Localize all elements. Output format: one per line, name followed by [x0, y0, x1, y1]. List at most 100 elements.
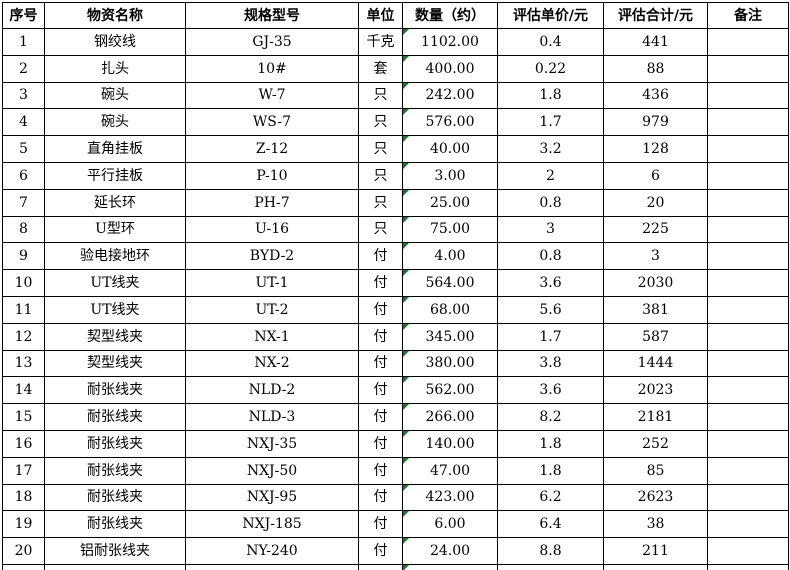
- header-cell-seq[interactable]: 序号: [2, 2, 45, 29]
- cell-model[interactable]: NLD-3: [185, 403, 359, 431]
- cell-unit[interactable]: 只: [358, 135, 403, 163]
- cell-qty[interactable]: 47.00: [402, 456, 498, 485]
- cell-seq[interactable]: 3: [2, 81, 45, 110]
- cell-name[interactable]: [44, 563, 186, 570]
- cell-price[interactable]: 6.2: [497, 483, 604, 512]
- cell-model[interactable]: Z-12: [185, 135, 359, 163]
- cell-unit[interactable]: 只: [358, 188, 403, 217]
- cell-price[interactable]: 1.8: [497, 456, 604, 485]
- cell-unit[interactable]: 付: [358, 456, 403, 485]
- cell-price[interactable]: 1.8: [497, 81, 604, 110]
- cell-note[interactable]: [707, 376, 789, 405]
- cell-total[interactable]: 88: [603, 54, 708, 83]
- cell-seq[interactable]: 17: [2, 456, 45, 485]
- cell-qty[interactable]: 6.00: [402, 510, 498, 539]
- header-cell-qty[interactable]: 数量（约）: [402, 2, 498, 29]
- cell-qty[interactable]: 3.00: [402, 161, 498, 190]
- cell-price[interactable]: 8.2: [497, 403, 604, 431]
- cell-unit[interactable]: 付: [358, 429, 403, 458]
- cell-name[interactable]: 耐张线夹: [44, 456, 186, 485]
- cell-name[interactable]: 耐张线夹: [44, 510, 186, 539]
- cell-total[interactable]: 20: [603, 188, 708, 217]
- cell-model[interactable]: W-7: [185, 81, 359, 110]
- cell-note[interactable]: [707, 537, 789, 565]
- cell-price[interactable]: 0.4: [497, 28, 604, 56]
- cell-price[interactable]: 3.6: [497, 376, 604, 405]
- cell-note[interactable]: [707, 161, 789, 190]
- cell-note[interactable]: [707, 349, 789, 378]
- cell-note[interactable]: [707, 135, 789, 163]
- cell-name[interactable]: 耐张线夹: [44, 376, 186, 405]
- cell-model[interactable]: NLD-2: [185, 376, 359, 405]
- cell-unit[interactable]: 付: [358, 295, 403, 324]
- cell-name[interactable]: UT线夹: [44, 295, 186, 324]
- cell-qty[interactable]: 564.00: [402, 269, 498, 297]
- cell-name[interactable]: 扎头: [44, 54, 186, 83]
- cell-price[interactable]: 0.22: [497, 54, 604, 83]
- cell-total[interactable]: 85: [603, 456, 708, 485]
- cell-total[interactable]: 381: [603, 295, 708, 324]
- cell-model[interactable]: PH-7: [185, 188, 359, 217]
- cell-unit[interactable]: 付: [358, 242, 403, 271]
- cell-total[interactable]: 979: [603, 108, 708, 137]
- cell-note[interactable]: [707, 215, 789, 244]
- cell-name[interactable]: 耐张线夹: [44, 483, 186, 512]
- cell-total[interactable]: 128: [603, 135, 708, 163]
- cell-model[interactable]: P-10: [185, 161, 359, 190]
- cell-note[interactable]: [707, 242, 789, 271]
- cell-price[interactable]: 3.2: [497, 135, 604, 163]
- cell-note[interactable]: [707, 510, 789, 539]
- cell-seq[interactable]: 15: [2, 403, 45, 431]
- header-cell-name[interactable]: 物资名称: [44, 2, 186, 29]
- cell-name[interactable]: 碗头: [44, 108, 186, 137]
- cell-model[interactable]: NXJ-95: [185, 483, 359, 512]
- cell-model[interactable]: 10#: [185, 54, 359, 83]
- cell-price[interactable]: 2: [497, 161, 604, 190]
- cell-model[interactable]: NX-2: [185, 349, 359, 378]
- cell-unit[interactable]: 付: [358, 403, 403, 431]
- cell-price[interactable]: 3.8: [497, 349, 604, 378]
- cell-model[interactable]: NXJ-50: [185, 456, 359, 485]
- cell-qty[interactable]: 423.00: [402, 483, 498, 512]
- cell-seq[interactable]: 20: [2, 537, 45, 565]
- cell-name[interactable]: 验电接地环: [44, 242, 186, 271]
- cell-note[interactable]: [707, 563, 789, 570]
- cell-model[interactable]: GJ-35: [185, 28, 359, 56]
- cell-model[interactable]: NX-1: [185, 322, 359, 351]
- cell-seq[interactable]: 2: [2, 54, 45, 83]
- cell-price[interactable]: 3: [497, 215, 604, 244]
- cell-note[interactable]: [707, 429, 789, 458]
- cell-price[interactable]: 6.4: [497, 510, 604, 539]
- cell-seq[interactable]: 11: [2, 295, 45, 324]
- cell-total[interactable]: 2623: [603, 483, 708, 512]
- cell-note[interactable]: [707, 403, 789, 431]
- cell-total[interactable]: 1444: [603, 349, 708, 378]
- cell-unit[interactable]: 套: [358, 54, 403, 83]
- cell-seq[interactable]: 14: [2, 376, 45, 405]
- cell-price[interactable]: 1.8: [497, 429, 604, 458]
- cell-qty[interactable]: 380.00: [402, 349, 498, 378]
- cell-qty[interactable]: 25.00: [402, 188, 498, 217]
- cell-qty[interactable]: 68.00: [402, 295, 498, 324]
- cell-model[interactable]: BYD-2: [185, 242, 359, 271]
- cell-name[interactable]: 契型线夹: [44, 349, 186, 378]
- cell-name[interactable]: 直角挂板: [44, 135, 186, 163]
- cell-unit[interactable]: 只: [358, 215, 403, 244]
- cell-price[interactable]: 1.7: [497, 322, 604, 351]
- header-cell-unit[interactable]: 单位: [358, 2, 403, 29]
- cell-qty[interactable]: [402, 563, 498, 570]
- cell-note[interactable]: [707, 28, 789, 56]
- cell-total[interactable]: 587: [603, 322, 708, 351]
- cell-unit[interactable]: 只: [358, 161, 403, 190]
- cell-qty[interactable]: 40.00: [402, 135, 498, 163]
- cell-seq[interactable]: 5: [2, 135, 45, 163]
- cell-name[interactable]: U型环: [44, 215, 186, 244]
- header-cell-price[interactable]: 评估单价/元: [497, 2, 604, 29]
- cell-price[interactable]: 8.8: [497, 537, 604, 565]
- cell-seq[interactable]: 9: [2, 242, 45, 271]
- cell-note[interactable]: [707, 108, 789, 137]
- cell-name[interactable]: 耐张线夹: [44, 429, 186, 458]
- cell-qty[interactable]: 400.00: [402, 54, 498, 83]
- cell-total[interactable]: [603, 563, 708, 570]
- cell-total[interactable]: 2030: [603, 269, 708, 297]
